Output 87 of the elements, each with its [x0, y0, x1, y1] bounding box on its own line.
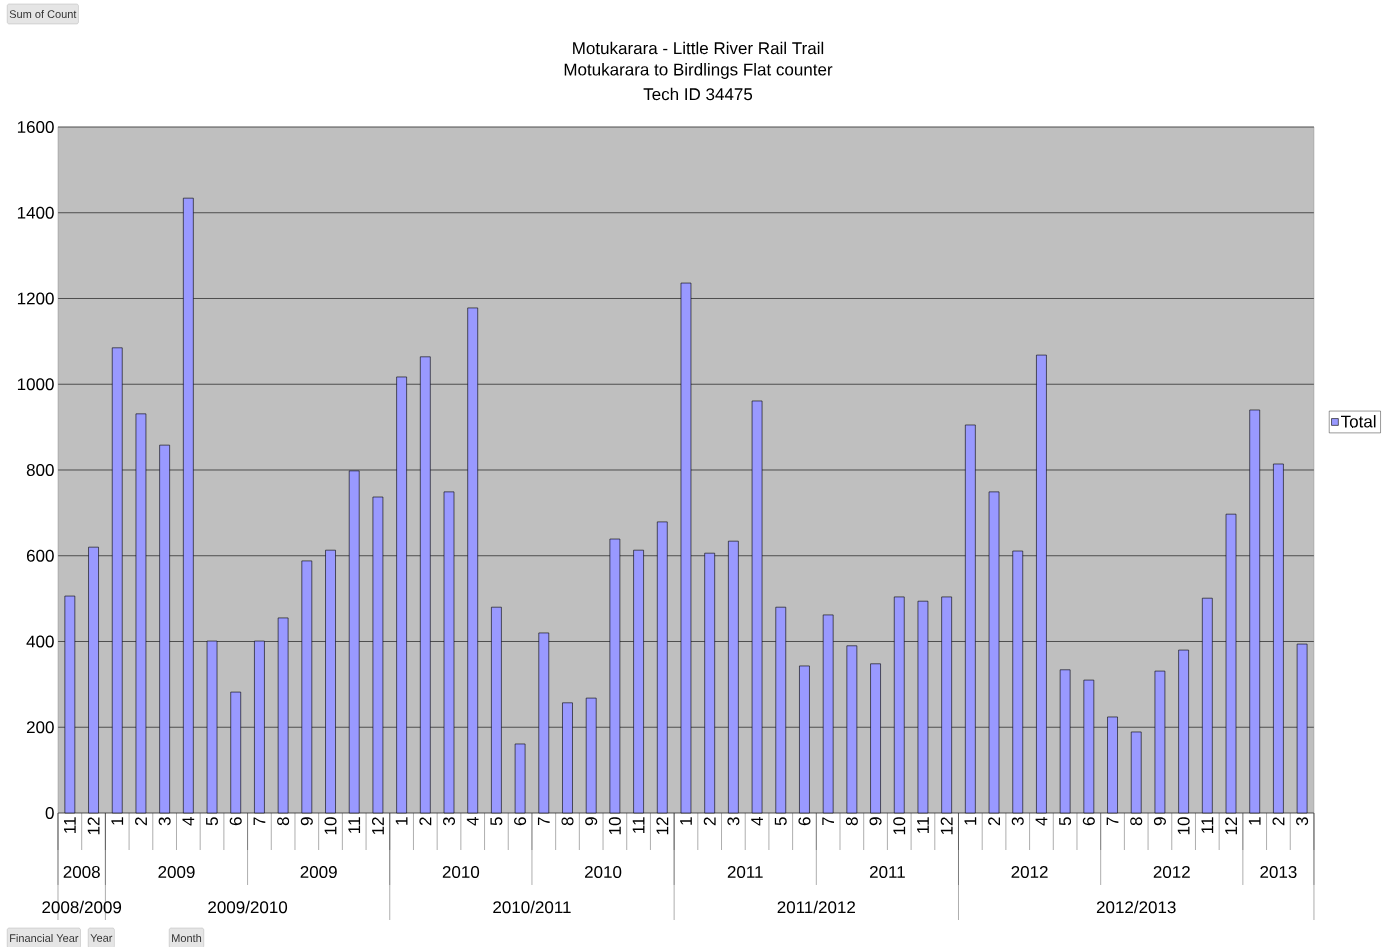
- x-tick-label: 9: [300, 817, 313, 826]
- x-tick-label: 4: [751, 817, 763, 826]
- x-tick-label: 9: [869, 817, 882, 826]
- x-tick-label: 7: [253, 817, 266, 826]
- x-tick-label: 9: [585, 817, 598, 826]
- x-tick-label: 1: [680, 817, 692, 825]
- x-tick-label: 5: [490, 817, 503, 826]
- x-tick-label: 9: [1153, 817, 1166, 826]
- text: 2011: [869, 865, 905, 879]
- text: 2008/2009: [42, 900, 122, 914]
- x-tick-label: 8: [561, 817, 574, 826]
- x-tick-label: 4: [182, 817, 195, 826]
- x-tick-label: 3: [1011, 817, 1024, 826]
- x-tick-label: 12: [87, 817, 100, 835]
- x-tick-label: 12: [1225, 817, 1237, 835]
- y-tick-label: 1400: [17, 206, 54, 219]
- text: Year: [90, 934, 113, 942]
- x-tick-label: 5: [206, 817, 218, 826]
- text: 2011: [727, 865, 763, 879]
- x-tick-label: 8: [277, 817, 290, 826]
- text: Sum of Count: [9, 9, 77, 19]
- bar: [514, 743, 526, 814]
- x-tick-label: 5: [1059, 817, 1072, 826]
- x-tick-label: 3: [727, 817, 740, 826]
- x-tick-label: 11: [632, 817, 645, 833]
- x-tick-label: 12: [656, 817, 669, 835]
- x-tick-label: 10: [1177, 817, 1190, 835]
- x-tick-label: 11: [64, 817, 76, 833]
- x-tick-label: 2: [419, 817, 432, 826]
- text: Financial Year: [10, 933, 79, 943]
- x-tick-label: 3: [1296, 817, 1309, 826]
- x-tick-label: 1: [395, 817, 408, 825]
- text: 2011/2012: [777, 900, 855, 914]
- x-tick-label: 7: [1106, 817, 1119, 826]
- x-tick-label: 7: [822, 817, 835, 826]
- text: 2013: [1260, 865, 1297, 879]
- legend-label: Total: [1341, 415, 1376, 428]
- y-tick-label: 400: [26, 635, 54, 648]
- y-tick-label: 1000: [17, 378, 54, 391]
- x-tick-label: 6: [514, 817, 527, 826]
- bar: [1130, 731, 1142, 814]
- x-tick-label: 3: [442, 817, 456, 826]
- x-tick-label: 10: [608, 817, 621, 835]
- x-tick-label: 12: [371, 817, 384, 835]
- y-tick-label: 200: [26, 721, 54, 734]
- x-tick-label: 11: [348, 817, 361, 833]
- chart-subtitle: Motukarara to Birdlings Flat counter: [564, 63, 833, 79]
- text: 2010: [442, 865, 480, 879]
- x-tick-label: 1: [964, 817, 977, 825]
- x-tick-label: 5: [774, 817, 787, 826]
- x-tick-label: 8: [1130, 817, 1143, 826]
- chart-title: Motukarara - Little River Rail Trail: [573, 41, 824, 55]
- x-tick-label: 11: [917, 817, 929, 833]
- x-tick-label: 2: [988, 817, 1000, 826]
- text: 2009/2010: [208, 900, 288, 914]
- text: 2010/2011: [493, 900, 571, 914]
- text: 2012/2013: [1096, 900, 1176, 914]
- x-tick-label: 11: [1201, 817, 1214, 833]
- y-tick-label: 600: [26, 549, 54, 562]
- text: 2009: [158, 865, 195, 879]
- text: Tech ID 34475: [643, 87, 753, 101]
- y-tick-label: 1600: [17, 120, 54, 134]
- x-tick-label: 4: [1035, 817, 1048, 826]
- x-tick-label: 2: [703, 817, 716, 826]
- x-tick-label: 2: [135, 817, 147, 826]
- x-tick-label: 1: [111, 817, 124, 825]
- x-tick-label: 12: [940, 817, 953, 835]
- x-tick-label: 3: [158, 817, 171, 826]
- x-tick-label: 2: [1272, 817, 1285, 826]
- x-tick-label: 6: [1082, 817, 1095, 826]
- y-tick-label: 1200: [17, 292, 54, 305]
- text: Month: [172, 933, 202, 943]
- x-tick-label: 10: [324, 817, 337, 835]
- x-tick-label: 1: [1248, 817, 1261, 825]
- text: 2010: [584, 865, 622, 879]
- text: 2012: [1153, 865, 1190, 879]
- text: 2009: [300, 865, 337, 879]
- y-tick-label: 0: [45, 806, 54, 820]
- x-tick-label: 7: [537, 817, 550, 826]
- x-tick-label: 6: [798, 817, 811, 826]
- x-tick-label: 4: [466, 817, 479, 826]
- text: 2008: [63, 865, 100, 879]
- x-tick-label: 10: [893, 817, 906, 835]
- text: 2012: [1011, 865, 1048, 879]
- x-tick-label: 8: [845, 817, 858, 826]
- x-tick-label: 6: [229, 817, 242, 826]
- y-tick-label: 800: [26, 463, 54, 477]
